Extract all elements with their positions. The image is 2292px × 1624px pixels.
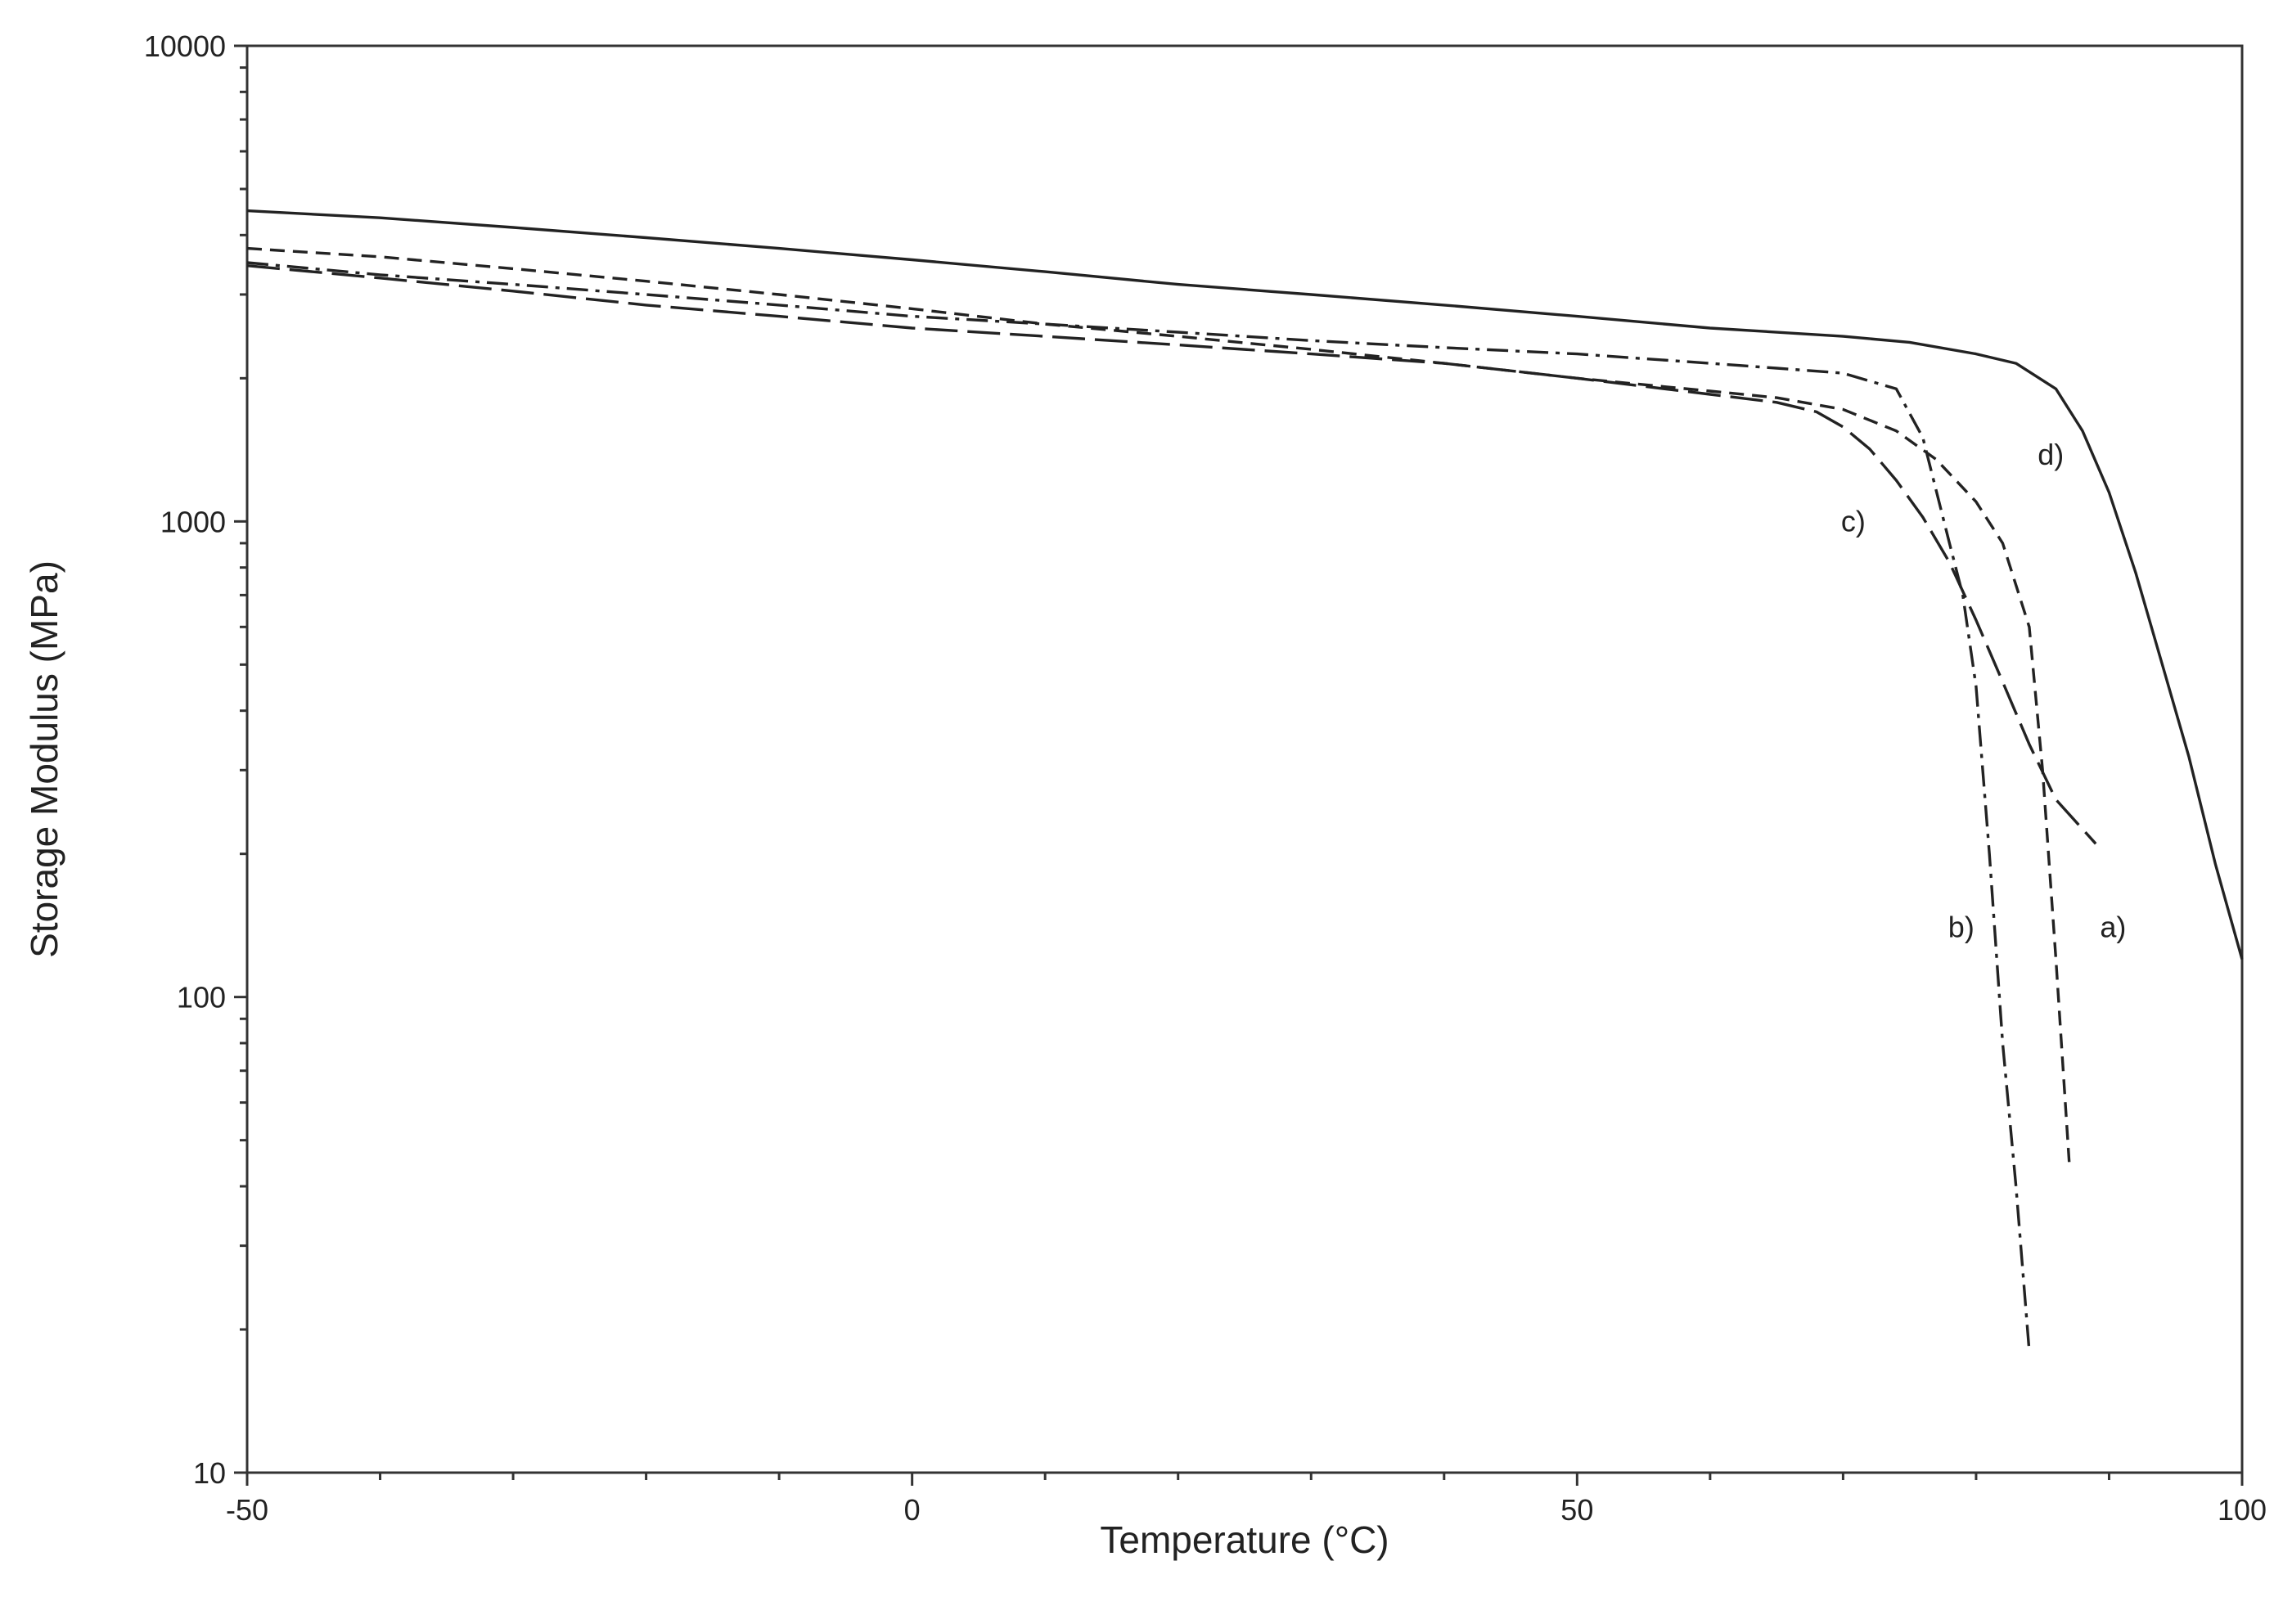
series-layer <box>246 209 2244 1352</box>
x-tick-label: 0 <box>904 1493 921 1527</box>
x-tick-label: -50 <box>226 1493 268 1527</box>
series-line-b <box>246 261 2031 1352</box>
axis-ticks <box>234 44 2244 1486</box>
series-line-d <box>246 209 2244 960</box>
series-line-a <box>246 246 2071 1163</box>
y-tick-label: 10 <box>193 1456 226 1490</box>
plot-frame <box>245 44 2244 1474</box>
series-label-d: d) <box>2038 438 2064 471</box>
series-label-a: a) <box>2100 911 2126 944</box>
series-label-c: c) <box>1841 504 1866 538</box>
series-label-b: b) <box>1948 911 1975 944</box>
series-line-c <box>246 264 2097 845</box>
y-tick-label: 10000 <box>144 29 226 63</box>
y-tick-label: 1000 <box>160 505 226 538</box>
axis-tick-labels: -50 0 50 100 10 100 1000 10000 <box>144 29 2267 1527</box>
series-labels: a) b) c) d) <box>1841 438 2126 944</box>
x-tick-label: 50 <box>1560 1493 1593 1527</box>
y-axis-label: Storage Modulus (MPa) <box>23 560 65 958</box>
y-tick-label: 100 <box>177 981 226 1014</box>
x-tick-label: 100 <box>2218 1493 2267 1527</box>
x-axis-label: Temperature (°C) <box>1100 1518 1389 1561</box>
